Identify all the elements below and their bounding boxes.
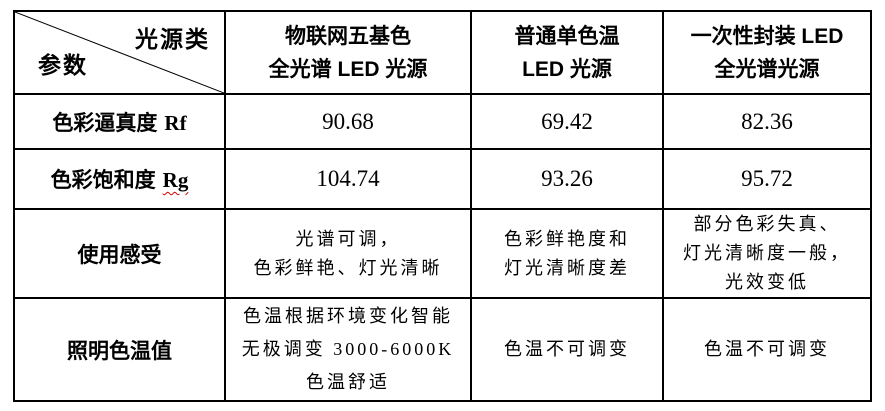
- row-label-color-temperature: 照明色温值: [13, 297, 226, 402]
- value-cell: 82.36: [662, 93, 872, 150]
- cell-line: 色温不可调变: [504, 339, 630, 359]
- row-label-text: 色彩饱和度: [50, 169, 156, 192]
- corner-label-parameter: 参数: [38, 52, 88, 78]
- column-header-line: 一次性封装 LED: [690, 24, 844, 48]
- header-row: 光源类 参数 物联网五基色 全光谱 LED 光源 普通单色温 LED 光源 一次…: [13, 10, 872, 95]
- text-cell: 色温不可调变: [470, 297, 664, 402]
- cell-line: 色温舒适: [306, 372, 390, 392]
- corner-header-cell: 光源类 参数: [13, 10, 226, 95]
- cell-line: 部分色彩失真、: [693, 214, 841, 234]
- cell-line: 无极调变 3000-6000K: [241, 339, 455, 359]
- row-label-rf: 色彩逼真度 Rf: [13, 93, 226, 150]
- row-label-text: 照明色温值: [67, 339, 172, 363]
- column-header-line: 普通单色温: [514, 24, 620, 48]
- table-row-usage-experience: 使用感受 光谱可调， 色彩鲜艳、灯光清晰 色彩鲜艳度和 灯光清晰度差 部分色彩失…: [13, 208, 872, 299]
- value-text: 90.68: [322, 108, 374, 134]
- column-header-disposable-led: 一次性封装 LED 全光谱光源: [662, 10, 872, 95]
- column-header-line: LED 光源: [522, 57, 612, 81]
- text-cell: 色温根据环境变化智能 无极调变 3000-6000K 色温舒适: [224, 297, 472, 402]
- column-header-single-color-temp: 普通单色温 LED 光源: [470, 10, 664, 95]
- row-label-usage-experience: 使用感受: [13, 208, 226, 299]
- text-cell: 部分色彩失真、 灯光清晰度一般， 光效变低: [662, 208, 872, 299]
- cell-line: 灯光清晰度一般，: [683, 243, 851, 263]
- row-label-text: 使用感受: [77, 243, 162, 267]
- led-comparison-table: 光源类 参数 物联网五基色 全光谱 LED 光源 普通单色温 LED 光源 一次…: [13, 10, 872, 402]
- value-text: 93.26: [541, 166, 593, 191]
- cell-line: 灯光清晰度差: [504, 257, 630, 278]
- row-label-code: Rf: [164, 110, 187, 135]
- table-row-color-saturation: 色彩饱和度 Rg 104.74 93.26 95.72: [13, 148, 872, 210]
- diagonal-divider-line: [15, 12, 224, 93]
- value-cell: 93.26: [470, 148, 664, 210]
- value-cell: 69.42: [470, 93, 664, 150]
- cell-line: 色彩鲜艳、灯光清晰: [253, 257, 443, 278]
- table-row-color-fidelity: 色彩逼真度 Rf 90.68 69.42 82.36: [13, 93, 872, 150]
- value-text: 95.72: [741, 166, 793, 191]
- row-label-rg: 色彩饱和度 Rg: [13, 148, 226, 210]
- column-header-line: 全光谱光源: [714, 57, 820, 81]
- cell-line: 光效变低: [725, 272, 809, 292]
- value-cell: 90.68: [224, 93, 472, 150]
- value-text: 104.74: [316, 166, 380, 191]
- corner-label-source-type: 光源类: [135, 26, 210, 52]
- value-cell: 95.72: [662, 148, 872, 210]
- cell-line: 色温不可调变: [704, 339, 830, 359]
- text-cell: 光谱可调， 色彩鲜艳、灯光清晰: [224, 208, 472, 299]
- cell-line: 光谱可调，: [295, 228, 401, 249]
- value-cell: 104.74: [224, 148, 472, 210]
- column-header-iot-five-primary: 物联网五基色 全光谱 LED 光源: [224, 10, 472, 95]
- value-text: 82.36: [741, 108, 793, 134]
- cell-line: 色温根据环境变化智能: [243, 306, 453, 326]
- text-cell: 色温不可调变: [662, 297, 872, 402]
- table-row-color-temperature: 照明色温值 色温根据环境变化智能 无极调变 3000-6000K 色温舒适 色温…: [13, 297, 872, 402]
- cell-line: 色彩鲜艳度和: [504, 228, 630, 249]
- column-header-line: 全光谱 LED 光源: [268, 57, 428, 81]
- value-text: 69.42: [541, 108, 593, 134]
- text-cell: 色彩鲜艳度和 灯光清晰度差: [470, 208, 664, 299]
- column-header-line: 物联网五基色: [285, 24, 411, 48]
- row-label-code-spellcheck: Rg: [162, 168, 189, 192]
- row-label-text: 色彩逼真度: [52, 111, 158, 135]
